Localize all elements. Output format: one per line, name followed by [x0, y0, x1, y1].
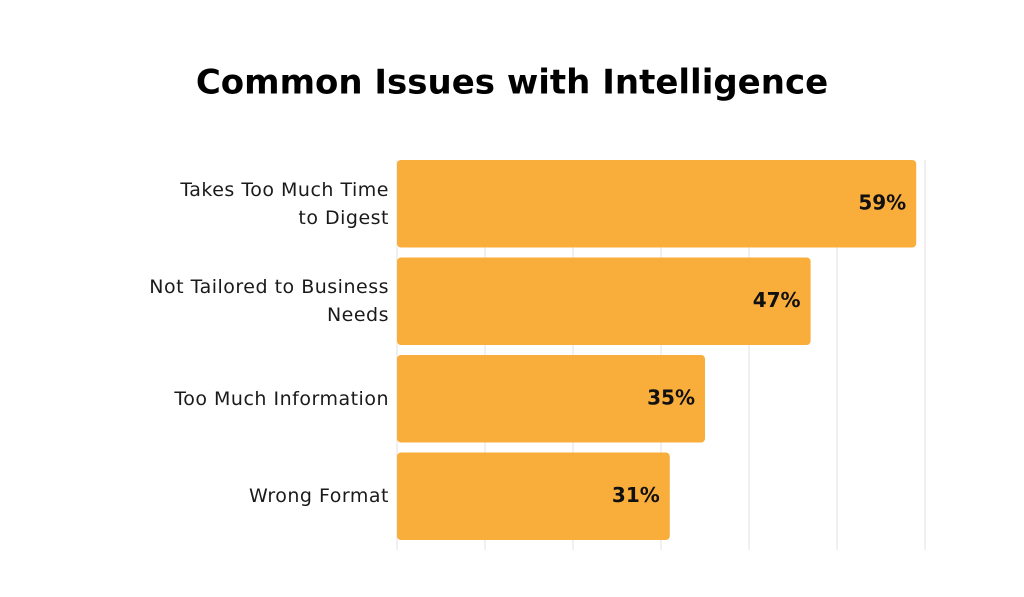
chart-title: Common Issues with Intelligence [196, 63, 828, 103]
bar [397, 452, 670, 540]
category-label: Takes Too Much Time to Digest [180, 178, 389, 229]
value-label: 59% [858, 190, 906, 214]
category-label: Not Tailored to Business Needs [149, 276, 389, 327]
value-label: 35% [647, 385, 695, 409]
bar [397, 355, 705, 443]
value-label: 47% [753, 288, 801, 312]
bar [397, 160, 917, 248]
category-label: Wrong Format [248, 485, 389, 508]
category-label: Too Much Information [174, 387, 389, 410]
value-label: 31% [612, 483, 660, 507]
bar [397, 257, 811, 345]
